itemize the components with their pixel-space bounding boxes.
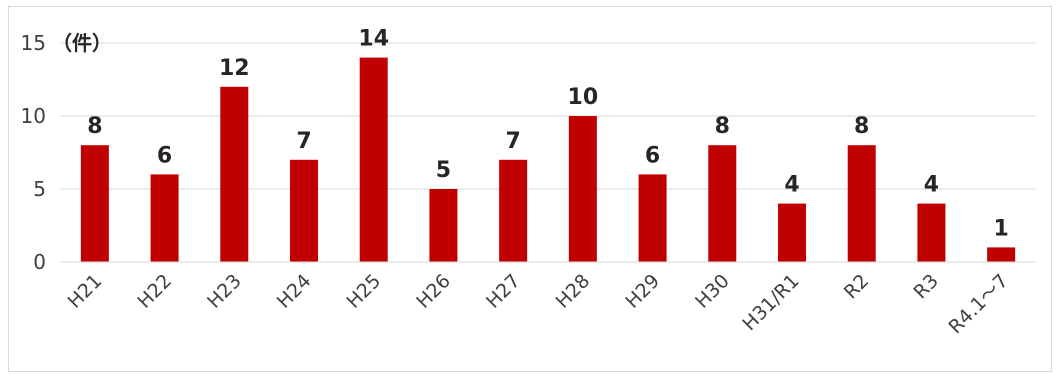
x-axis-ticks: H21 H22 H23 H24 H25 H26 H27 H28 H29 H30 H31/R1 R2 R3…: [64, 270, 1013, 338]
x-tick-label: H21: [64, 270, 107, 313]
unit-label: （件）: [52, 31, 112, 55]
bar-R3: [917, 203, 946, 262]
bars: [80, 57, 1016, 262]
bar-H24: [290, 159, 318, 262]
data-label: 12: [219, 56, 250, 81]
bar-H21: [80, 145, 109, 262]
data-label: 6: [157, 143, 172, 168]
x-tick-label: R3: [910, 270, 943, 303]
data-label: 7: [505, 129, 520, 154]
y-axis-ticks: 0 5 10 15: [21, 31, 46, 274]
bar-H22: [150, 174, 179, 262]
bar-R4.1～7: [987, 247, 1016, 262]
data-label: 8: [854, 114, 869, 139]
y-tick-label: 5: [33, 177, 46, 201]
y-tick-label: 15: [21, 31, 46, 55]
x-tick-label: H31/R1: [738, 270, 803, 335]
x-tick-label: R2: [840, 270, 873, 303]
bar-H30: [708, 145, 737, 262]
data-label: 6: [645, 143, 660, 168]
x-tick-label: H27: [482, 270, 525, 313]
x-tick-label: H30: [691, 270, 734, 313]
data-label: 10: [568, 85, 599, 110]
data-label: 4: [924, 173, 939, 198]
x-tick-label: H23: [203, 270, 246, 313]
data-labels: 8 6 12 7 14 5 7 10 6 8 4 8 4 1: [87, 27, 1009, 242]
x-tick-label: H24: [273, 270, 316, 313]
x-tick-label: H28: [552, 270, 595, 313]
data-label: 14: [358, 27, 389, 52]
bar-H25: [359, 57, 388, 262]
x-tick-label: R4.1～7: [944, 270, 1012, 338]
data-label: 5: [436, 158, 451, 183]
data-label: 8: [715, 114, 730, 139]
bar-H23: [220, 86, 249, 262]
bar-H29: [638, 174, 667, 262]
x-tick-label: H25: [342, 270, 385, 313]
data-label: 4: [784, 173, 799, 198]
data-label: 7: [296, 129, 311, 154]
y-tick-label: 10: [21, 104, 46, 128]
x-tick-label: H26: [412, 270, 455, 313]
x-tick-label: H22: [133, 270, 176, 313]
bar-H28: [568, 116, 597, 262]
data-label: 1: [993, 216, 1008, 241]
gridlines: [60, 42, 1036, 190]
bar-H31/R1: [778, 203, 806, 262]
bar-H27: [499, 159, 528, 262]
x-tick-label: H29: [621, 270, 664, 313]
bar-H26: [429, 189, 458, 262]
data-label: 8: [87, 114, 102, 139]
y-tick-label: 0: [33, 250, 46, 274]
bar-R2: [847, 145, 876, 262]
